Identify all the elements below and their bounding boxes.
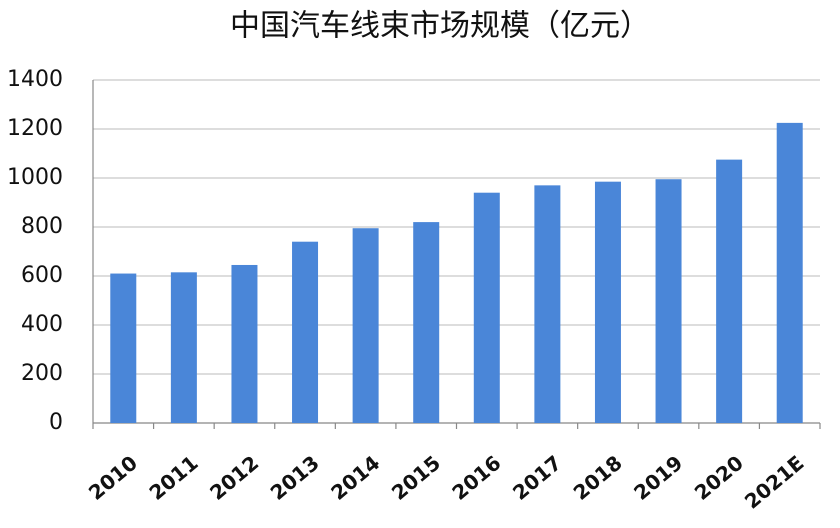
y-tick-label: 600 bbox=[21, 263, 63, 288]
y-tick-label: 1000 bbox=[7, 165, 63, 190]
bar bbox=[594, 181, 621, 423]
y-tick-label: 1400 bbox=[7, 67, 63, 92]
x-tick-label: 2013 bbox=[266, 451, 324, 505]
bar bbox=[231, 264, 258, 423]
x-tick-label: 2016 bbox=[447, 451, 505, 505]
y-tick-label: 0 bbox=[49, 410, 63, 435]
bar bbox=[170, 272, 197, 423]
bar bbox=[413, 222, 440, 423]
x-tick-label: 2011 bbox=[145, 451, 203, 505]
x-tick-label: 2020 bbox=[690, 451, 748, 505]
bar bbox=[292, 241, 319, 423]
bar bbox=[655, 179, 682, 423]
x-tick-label: 2017 bbox=[508, 451, 566, 505]
x-tick-label: 2014 bbox=[326, 451, 384, 505]
bar bbox=[352, 228, 379, 423]
bar bbox=[716, 159, 743, 423]
y-tick-label: 200 bbox=[21, 361, 63, 386]
y-tick-label: 400 bbox=[21, 312, 63, 337]
bar bbox=[534, 185, 561, 423]
x-tick-label: 2012 bbox=[205, 451, 263, 505]
y-tick-label: 800 bbox=[21, 214, 63, 239]
bar bbox=[776, 122, 803, 423]
x-tick-label: 2010 bbox=[84, 451, 142, 505]
x-tick-label: 2021E bbox=[740, 451, 809, 514]
x-tick-label: 2018 bbox=[569, 451, 627, 505]
x-tick-label: 2015 bbox=[387, 451, 445, 505]
bar bbox=[473, 192, 500, 423]
x-tick-label: 2019 bbox=[629, 451, 687, 505]
y-tick-label: 1200 bbox=[7, 116, 63, 141]
chart-title: 中国汽车线束市场规模（亿元） bbox=[230, 9, 650, 44]
bar bbox=[110, 273, 137, 423]
